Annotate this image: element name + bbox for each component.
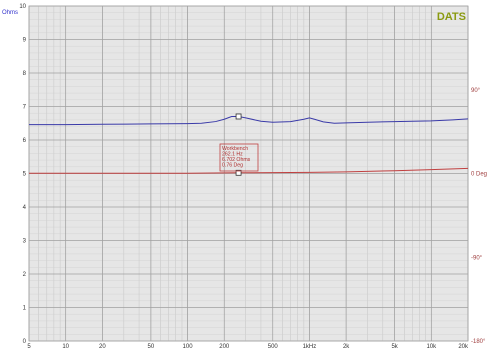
y-tick-label: 2 [23, 272, 27, 278]
y-unit-label: Ohms [2, 10, 18, 16]
y2-tick-label: -90° [471, 255, 483, 261]
x-tick-label: 200 [219, 344, 230, 350]
cursor-readout-line: 262.1 Hz [222, 152, 243, 158]
x-tick-label: 5 [27, 344, 31, 350]
y2-tick-label: 0 Deg [471, 172, 487, 178]
y-tick-label: 7 [23, 105, 27, 111]
brand-logo: DATS [437, 11, 466, 23]
y-tick-label: 4 [23, 205, 27, 211]
x-tick-label: 2k [343, 344, 350, 350]
x-tick-label: 50 [148, 344, 155, 350]
cursor-readout-line: 0.76 Deg [222, 163, 243, 169]
x-tick-label: 20 [99, 344, 106, 350]
x-tick-label: 100 [183, 344, 194, 350]
phase-series-line [29, 167, 469, 174]
x-tick-label: 5k [391, 344, 398, 350]
x-tick-label: 10k [426, 344, 437, 350]
x-tick-label: 500 [268, 344, 279, 350]
x-tick-label: 1kHz [303, 344, 317, 350]
y-tick-label: 10 [19, 4, 26, 10]
cursor-readout-line: Workbench [222, 146, 248, 152]
x-tick-label: 10 [62, 344, 69, 350]
y-tick-label: 5 [23, 172, 27, 178]
y2-tick-label: -180° [471, 339, 486, 345]
cursor-readout-box [219, 143, 259, 172]
y-tick-label: 6 [23, 138, 27, 144]
phase-cursor-marker [235, 169, 242, 176]
y-tick-label: 3 [23, 239, 27, 245]
y-tick-label: 1 [23, 306, 27, 312]
cursor-readout-line: 6.702 Ohms [222, 157, 251, 163]
y-tick-label: 9 [23, 38, 27, 44]
impedance-series-line [29, 115, 469, 126]
y-tick-label: 8 [23, 71, 27, 77]
y2-tick-label: 90° [471, 88, 481, 94]
impedance-cursor-marker [235, 113, 242, 120]
x-tick-label: 20k [458, 344, 469, 350]
y-tick-label: 0 [23, 339, 27, 345]
